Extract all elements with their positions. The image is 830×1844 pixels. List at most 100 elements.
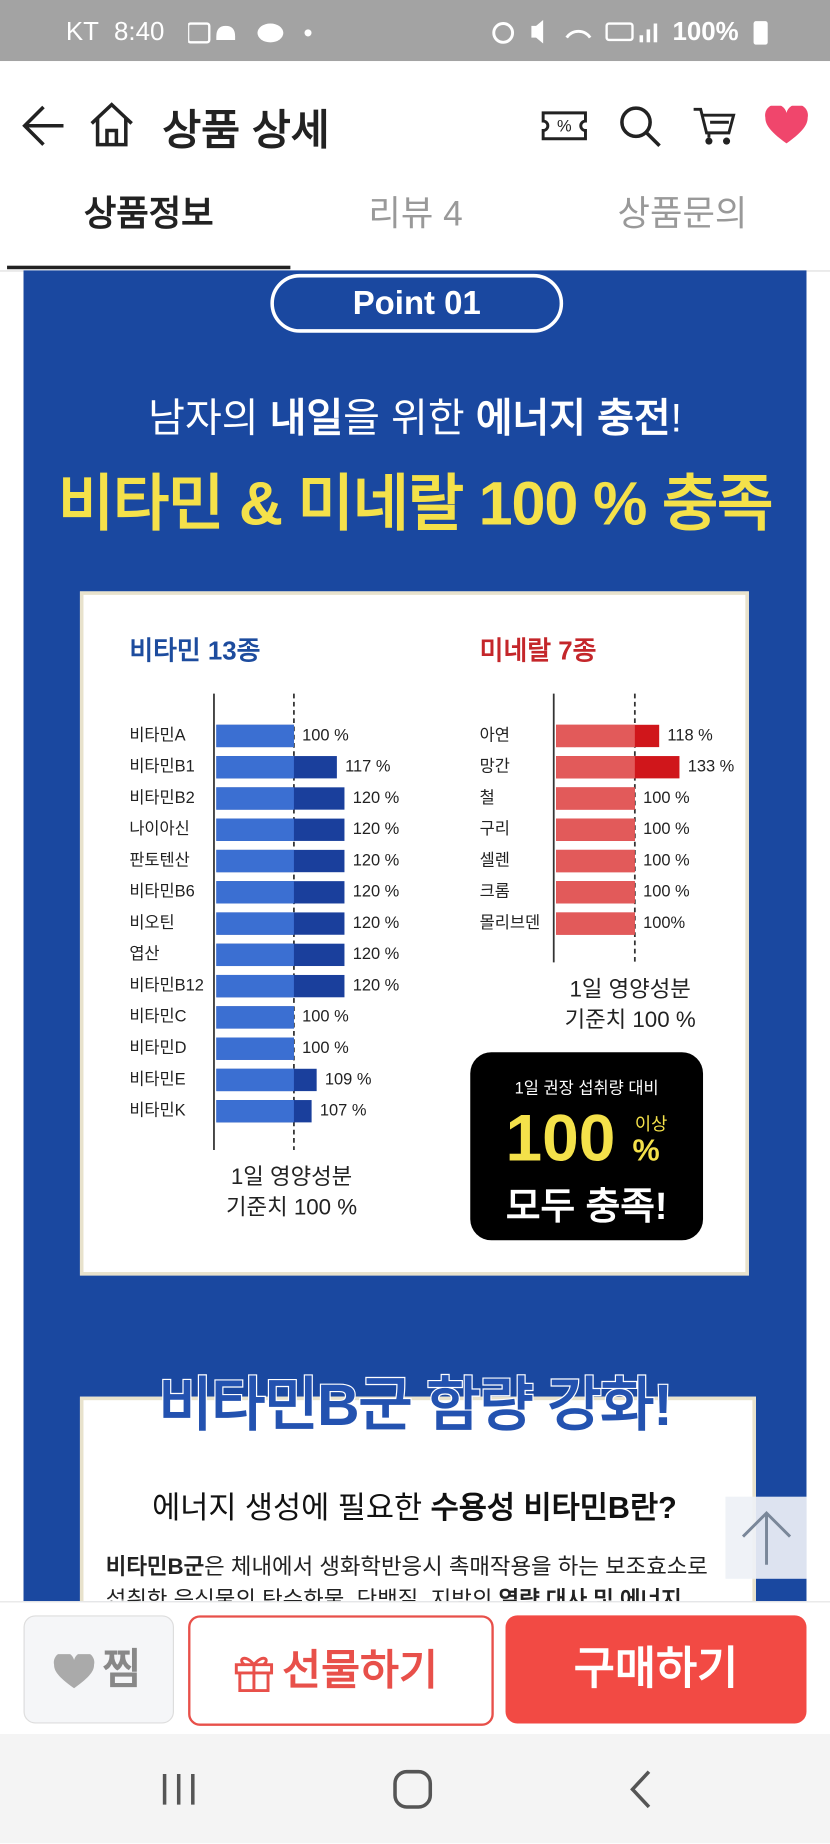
category-label: 비타민C xyxy=(129,1008,186,1026)
text: 에너지 생성에 필요한 xyxy=(152,1489,431,1525)
category-label: 비오틴 xyxy=(129,914,174,932)
category-label: 비타민B1 xyxy=(129,758,194,776)
buy-button[interactable]: 구매하기 xyxy=(505,1615,807,1724)
chart-title: 미네랄 7종 xyxy=(480,636,597,665)
bar-base xyxy=(556,756,635,779)
summary-number: 100 xyxy=(505,1100,616,1175)
category-label: 나이아신 xyxy=(129,820,190,838)
tab-info[interactable]: 상품정보 xyxy=(7,176,291,270)
scroll-top-button[interactable] xyxy=(725,1496,807,1579)
bar-base xyxy=(216,818,294,841)
bar-base xyxy=(216,974,294,998)
summary-box: 1일 권장 섭취량 대비 100 이상 % 모두 충족! xyxy=(470,1052,704,1241)
search-button[interactable] xyxy=(617,103,662,148)
value-label: 109 % xyxy=(325,1070,372,1088)
bar-base xyxy=(556,724,635,748)
bold-text: 내일 xyxy=(269,396,344,441)
category-label: 구리 xyxy=(480,820,510,838)
battery-level: 100% xyxy=(672,16,739,46)
summary-caption: 1일 권장 섭취량 대비 xyxy=(514,1078,659,1097)
category-label: 비타민B12 xyxy=(129,976,204,994)
point-badge: Point 01 xyxy=(270,273,564,333)
headline: 남자의 내일을 위한 에너지 충전! xyxy=(24,386,807,444)
wish-label: 찜 xyxy=(102,1644,142,1693)
category-label: 몰리브덴 xyxy=(480,914,541,932)
wish-heart xyxy=(53,1654,95,1689)
question: 에너지 생성에 필요한 수용성 비타민B란? xyxy=(80,1484,749,1527)
bar-base xyxy=(216,1100,294,1123)
bar-base xyxy=(216,1006,294,1029)
description-line: 비타민B군은 체내에서 생화학반응시 촉매작용을 하는 보조효소로 xyxy=(106,1552,764,1585)
bar-base xyxy=(216,943,294,967)
value-label: 120 % xyxy=(353,883,400,901)
value-label: 120 % xyxy=(353,976,400,994)
text: 섭취한 음식물의 탄수화물, 단백질, 지방의 xyxy=(105,1588,499,1602)
tab-bar: 상품정보 리뷰 4 상품문의 xyxy=(0,176,830,272)
bold-text: 열량 대사 및 에너지 xyxy=(498,1588,682,1602)
wish-button[interactable]: 찜 xyxy=(23,1615,174,1724)
like-button[interactable] xyxy=(764,105,809,146)
gift-label: 선물하기 xyxy=(282,1645,438,1695)
value-label: 120 % xyxy=(353,789,400,807)
back-button[interactable] xyxy=(21,103,68,148)
category-label: 엽산 xyxy=(129,945,159,963)
bar-base xyxy=(556,881,635,904)
value-label: 107 % xyxy=(320,1102,367,1120)
text: ! xyxy=(670,396,682,441)
tab-reviews[interactable]: 리뷰 4 xyxy=(368,195,463,234)
reference-label: 1일 영양성분 xyxy=(231,1164,352,1189)
page-title: 상품 상세 xyxy=(162,105,330,155)
category-label: 크롬 xyxy=(480,883,510,901)
summary-text: 모두 충족! xyxy=(505,1185,668,1228)
bar-base xyxy=(556,818,635,841)
category-label: 비타민A xyxy=(129,726,185,744)
category-label: 비타민D xyxy=(129,1039,186,1057)
value-label: 100 % xyxy=(302,1008,349,1026)
value-label: 120 % xyxy=(353,914,400,932)
category-label: 아연 xyxy=(480,726,510,744)
value-label: 100 % xyxy=(643,820,690,838)
value-label: 120 % xyxy=(353,820,400,838)
bar-base xyxy=(556,849,635,873)
carrier: KT xyxy=(65,16,99,46)
home-button[interactable] xyxy=(88,101,135,148)
value-label: 100% xyxy=(643,914,685,932)
category-label: 비타민K xyxy=(129,1102,185,1120)
cart-button[interactable] xyxy=(691,105,736,147)
system-nav-bar xyxy=(0,1734,830,1844)
category-label: 철 xyxy=(480,789,495,807)
tab-inquiry[interactable]: 상품문의 xyxy=(617,195,748,234)
summary-unit: % xyxy=(632,1132,660,1168)
bar-base xyxy=(216,881,294,904)
nav-buttons xyxy=(162,1769,651,1809)
reference-label: 1일 영양성분 xyxy=(569,977,690,1002)
battery-icon xyxy=(753,21,768,45)
category-label: 망간 xyxy=(480,758,510,776)
bold-text: 에너지 충전 xyxy=(475,396,671,441)
reference-label: 기준치 100 % xyxy=(565,1007,696,1032)
bold-text: 비타민B군 xyxy=(105,1555,205,1581)
promo-title: 비타민 & 미네랄 100 % 충족 xyxy=(57,470,773,539)
value-label: 120 % xyxy=(353,945,400,963)
coupon-button[interactable]: % xyxy=(541,108,588,143)
bar-base xyxy=(216,1037,294,1060)
bar-base xyxy=(216,849,294,873)
value-label: 118 % xyxy=(667,726,713,744)
product-detail-image: Point 01 남자의 내일을 위한 에너지 충전! 비타민 & 미네랄 10… xyxy=(23,270,807,1602)
text: 을 위한 xyxy=(343,396,476,441)
section-title: 비타민B군 함량 강화! xyxy=(157,1371,674,1439)
bar-base xyxy=(556,912,635,935)
text: 은 체내에서 생화학반응시 촉매작용을 하는 보조효소로 xyxy=(204,1555,708,1581)
value-label: 100 % xyxy=(302,726,349,744)
clock: 8:40 xyxy=(114,16,165,46)
status-icons-left xyxy=(188,22,312,44)
text: 남자의 xyxy=(148,396,270,441)
gift-button[interactable]: 선물하기 xyxy=(188,1615,494,1726)
bar-base xyxy=(216,912,294,935)
bar-base xyxy=(216,756,294,779)
bar-base xyxy=(216,787,294,810)
